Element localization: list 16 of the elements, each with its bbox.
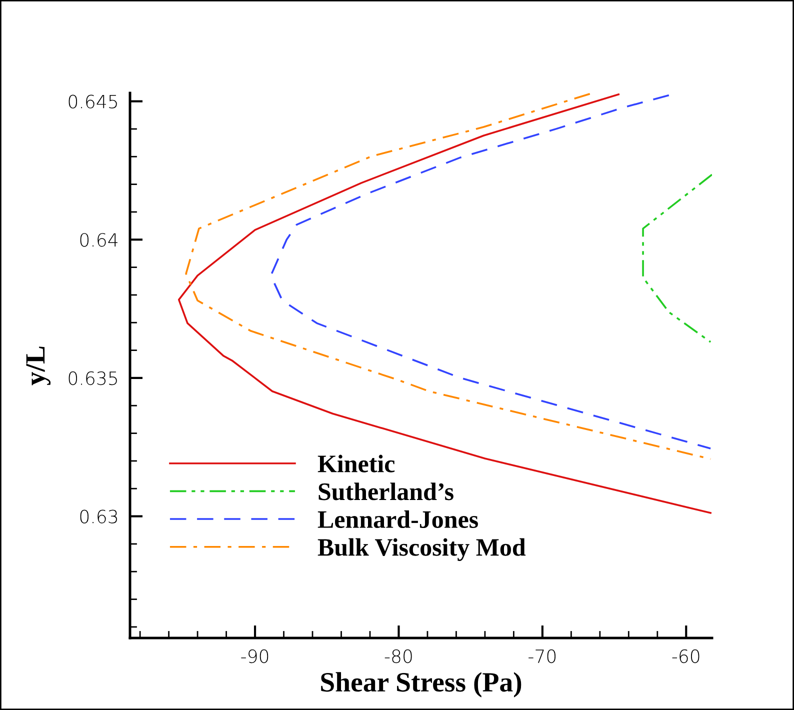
x-axis-title: Shear Stress (Pa) — [321, 672, 522, 698]
x-tick-label: -70 — [528, 649, 556, 664]
line-series — [642, 174, 712, 343]
x-tick-label: -80 — [384, 649, 412, 664]
y-tick-label: 0.63 — [80, 510, 117, 524]
legend-label: Bulk Viscosity Mod — [318, 538, 526, 561]
legend-label: Sutherland’s — [318, 482, 454, 500]
line-series — [270, 94, 712, 450]
y-tick-label: 0.645 — [68, 94, 117, 108]
y-axis-title: y/L — [26, 346, 51, 386]
x-tick-label: -60 — [672, 649, 700, 664]
y-tick-label: 0.635 — [68, 371, 117, 386]
x-tick-label: -90 — [241, 649, 268, 664]
legend-label: Lennard-Jones — [318, 510, 478, 528]
legend-label: Kinetic — [318, 454, 395, 472]
y-tick-label: 0.64 — [80, 233, 118, 247]
